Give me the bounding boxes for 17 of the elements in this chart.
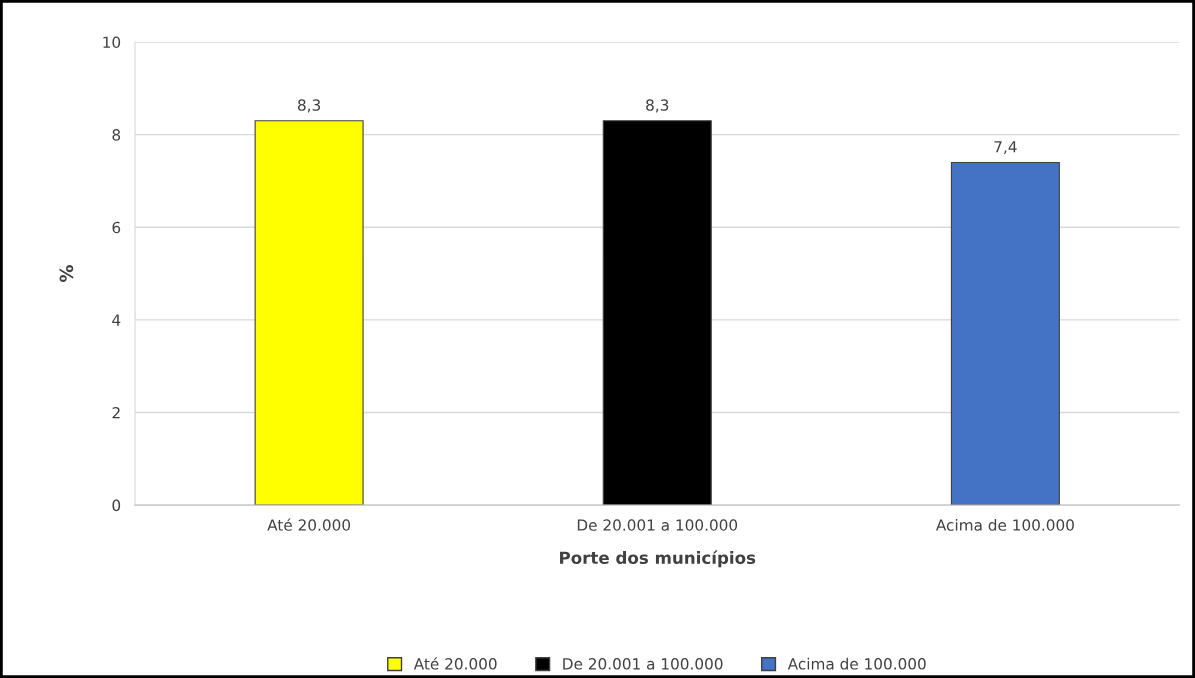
x-tick-label: Até 20.000 — [267, 518, 351, 531]
legend-label: Acima de 100.000 — [787, 657, 926, 670]
y-tick-label: 0 — [112, 499, 121, 512]
x-tick-label: De 20.001 a 100.000 — [577, 519, 738, 531]
x-axis-title: Porte dos municípios — [560, 550, 756, 568]
y-tick-label: 8 — [112, 129, 121, 141]
y-tick-label: 10 — [103, 36, 121, 49]
legend-label: De 20.001 a 100.000 — [563, 658, 723, 670]
y-tick-label: 6 — [112, 221, 121, 234]
data-label: 8,3 — [646, 99, 669, 113]
data-label: 7,4 — [994, 141, 1017, 155]
y-tick-label: 2 — [112, 406, 120, 419]
y-tick-label: 4 — [112, 314, 121, 326]
y-axis-title: % — [59, 265, 74, 283]
legend-label: Até 20.000 — [413, 657, 497, 670]
data-label: 8,3 — [297, 99, 321, 113]
x-tick-label: Acima de 100.000 — [935, 519, 1074, 531]
